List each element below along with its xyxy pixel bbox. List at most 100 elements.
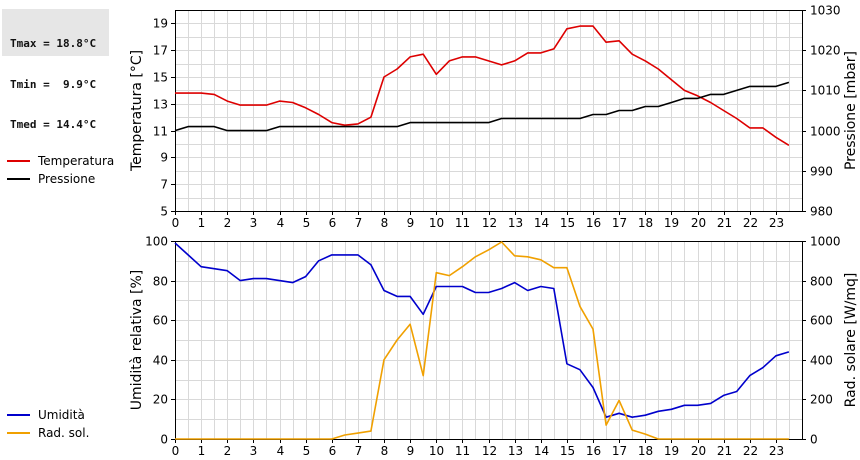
data-point-umidit [487,291,490,294]
data-point-pressione [461,121,464,124]
humidity-radiation-chart: 0 1 2 3 4 5 6 7 8 9 10 11 12 13 14 15 16 17 18 19 20 21 22 2302… [7,235,859,458]
x-tick-label: 10 [429,216,444,230]
data-point-rad-sol [265,438,268,441]
data-point-rad-sol [552,266,555,269]
data-point-rad-sol [618,399,621,402]
data-point-umidit [252,277,255,280]
data-point-pressione [448,121,451,124]
data-point-pressione [787,81,790,84]
data-point-rad-sol [239,438,242,441]
y-left-tick-label: 80 [153,275,168,289]
x-tick-label: 6 [329,444,337,458]
series-line-umidit [174,242,790,419]
legend-label: Umidità [38,408,85,422]
x-tick-label: 14 [534,444,549,458]
data-point-temperatura [605,41,608,44]
x-tick-label: 1 [198,216,206,230]
data-point-pressione [304,125,307,128]
data-point-temperatura [500,63,503,66]
legend-label: Temperatura [37,154,114,168]
data-point-temperatura [565,27,568,30]
x-tick-label: 18 [638,444,653,458]
data-point-temperatura [409,55,412,58]
y-left-tick-label: 5 [160,205,168,219]
data-point-umidit [226,269,229,272]
data-point-temperatura [304,106,307,109]
data-point-umidit [774,354,777,357]
data-point-rad-sol [448,274,451,277]
data-point-umidit [526,289,529,292]
data-point-pressione [396,125,399,128]
x-tick-label: 15 [560,216,575,230]
x-tick-label: 17 [612,444,627,458]
x-tick-label: 3 [250,444,258,458]
x-tick-label: 11 [455,216,470,230]
data-point-rad-sol [226,438,229,441]
y-right-tick-label: 200 [810,393,833,407]
data-point-rad-sol [213,438,216,441]
data-point-umidit [396,295,399,298]
data-point-umidit [618,412,621,415]
data-point-rad-sol [526,255,529,258]
data-point-umidit [592,386,595,389]
y-left-tick-label: 0 [160,433,168,447]
data-point-temperatura [200,92,203,95]
data-point-umidit [644,414,647,417]
data-point-temperatura [448,59,451,62]
data-point-temperatura [735,117,738,120]
x-tick-label: 9 [407,216,415,230]
data-point-pressione [592,113,595,116]
x-tick-label: 0 [172,216,180,230]
data-point-pressione [330,125,333,128]
x-tick-label: 14 [534,216,549,230]
data-point-umidit [500,287,503,290]
data-point-temperatura [435,73,438,76]
data-point-rad-sol [696,438,699,441]
data-point-temperatura [644,59,647,62]
data-point-temperatura [396,68,399,71]
data-point-rad-sol [461,265,464,268]
data-point-temperatura [526,51,529,54]
data-point-umidit [174,242,177,245]
data-point-pressione [422,121,425,124]
data-point-pressione [239,129,242,132]
data-point-rad-sol [735,438,738,441]
x-tick-label: 7 [355,444,363,458]
data-point-umidit [409,295,412,298]
data-point-temperatura [174,92,177,95]
data-point-rad-sol [409,323,412,326]
data-point-pressione [383,125,386,128]
data-point-pressione [735,89,738,92]
data-point-temperatura [578,25,581,28]
x-tick-label: 1 [198,444,206,458]
temperature-pressure-chart: 0 1 2 3 4 5 6 7 8 9 10 11 12 13 14 15 16 17 18 19 20 21 22 2357… [7,4,859,230]
data-point-rad-sol [330,438,333,441]
data-point-umidit [304,275,307,278]
data-point-pressione [539,117,542,120]
y-right-tick-label: 800 [810,275,833,289]
x-tick-label: 8 [381,216,389,230]
data-point-umidit [474,291,477,294]
data-point-pressione [226,129,229,132]
data-point-pressione [513,117,516,120]
y-right-tick-label: 1030 [810,4,841,18]
data-point-umidit [578,368,581,371]
x-tick-label: 20 [691,444,706,458]
x-tick-label: 21 [717,444,732,458]
x-tick-label: 22 [743,216,758,230]
data-point-rad-sol [670,438,673,441]
data-point-temperatura [513,59,516,62]
x-tick-label: 16 [586,216,601,230]
data-point-pressione [670,101,673,104]
x-tick-label: 12 [482,444,497,458]
y-left-axis-label: Temperatura [°C] [129,50,145,172]
data-point-temperatura [461,55,464,58]
data-point-umidit [200,265,203,268]
data-point-rad-sol [644,433,647,436]
data-point-temperatura [761,126,764,129]
data-point-pressione [174,129,177,132]
data-point-umidit [670,408,673,411]
data-point-umidit [513,281,516,284]
x-tick-label: 2 [224,444,232,458]
x-tick-label: 9 [407,444,415,458]
